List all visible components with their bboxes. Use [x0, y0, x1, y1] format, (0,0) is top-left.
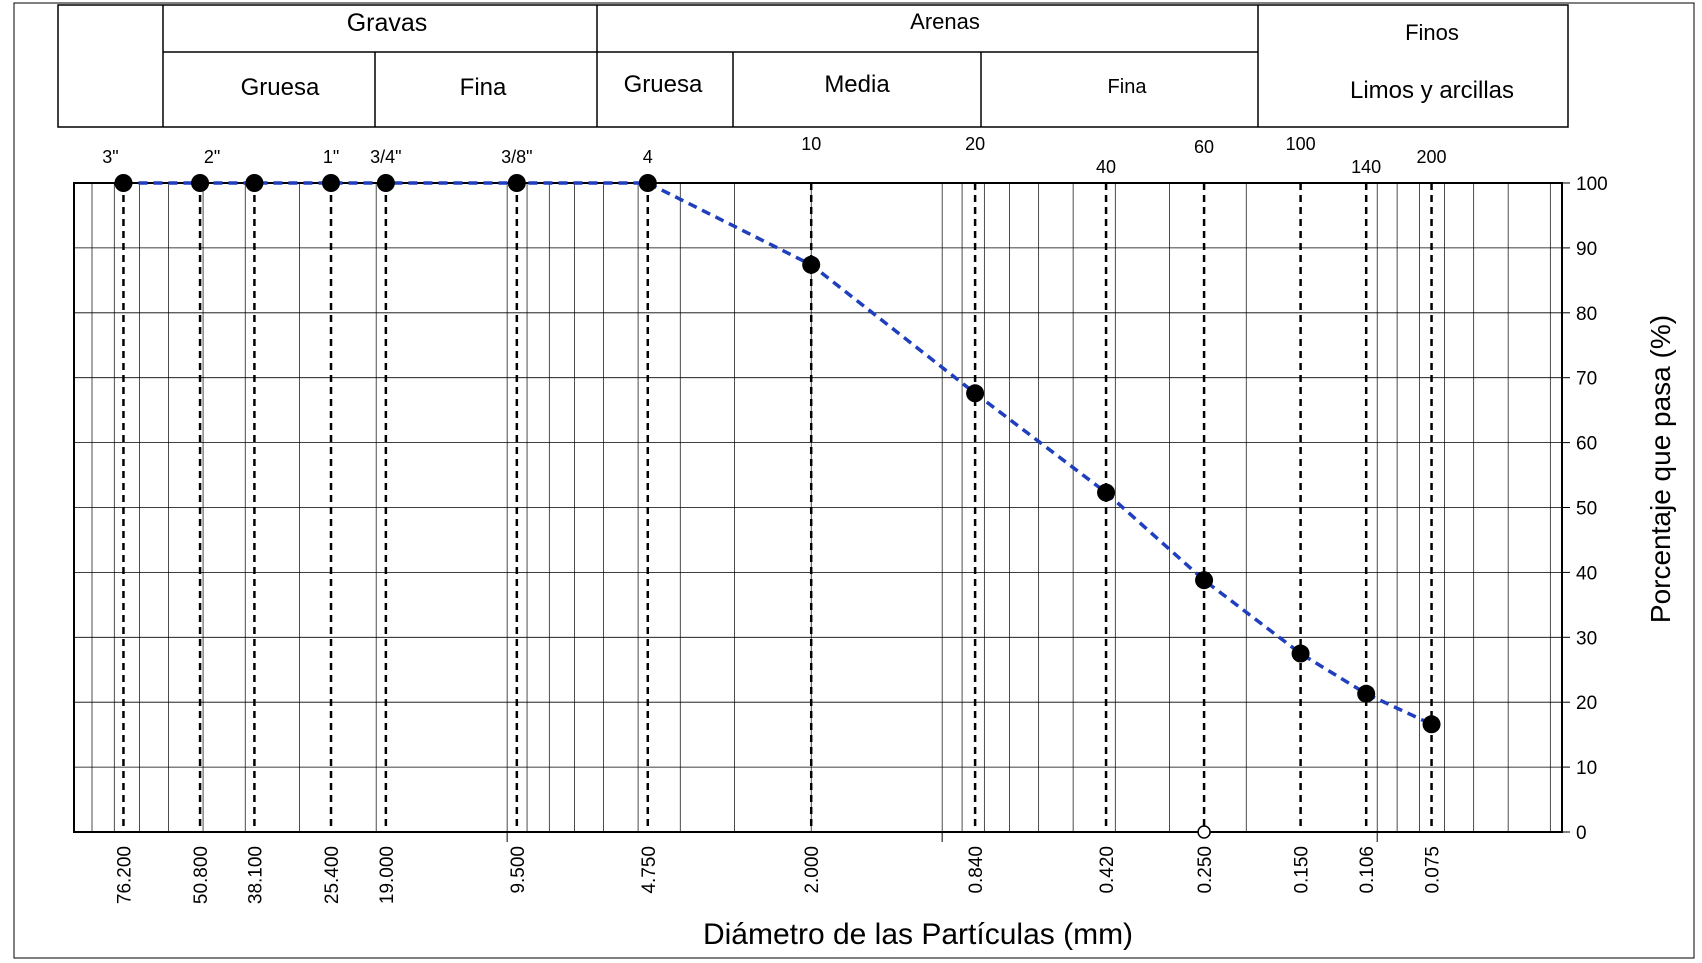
y-axis-ticks: 0 10 20 30 40 50 60 70 80 90 100	[1562, 174, 1608, 844]
y-tick-label: 20	[1576, 693, 1597, 714]
x-axis-title: Diámetro de las Partículas (mm)	[703, 918, 1133, 951]
data-point	[114, 174, 133, 192]
sieve-lines	[122, 183, 1433, 832]
x-tick-label: 50.800	[191, 846, 212, 904]
header-gravas-gruesa: Gruesa	[241, 74, 320, 101]
sieve-label: 60	[1194, 137, 1214, 157]
y-tick-label: 40	[1576, 563, 1597, 584]
x-axis-ticks: 76.200 50.800 38.100 25.400 19.000 9.500 4.750…	[114, 832, 1444, 904]
y-tick-label: 30	[1576, 628, 1597, 649]
y-tick-label: 70	[1576, 369, 1597, 390]
data-point	[1097, 483, 1116, 502]
x-tick-label: 38.100	[245, 846, 266, 904]
header-gravas-fina: Fina	[460, 74, 507, 101]
sieve-label: 140	[1351, 157, 1381, 177]
sieve-label: 20	[965, 134, 985, 154]
x-tick-label: 76.200	[114, 846, 135, 904]
data-point	[245, 174, 264, 192]
sieve-label: 200	[1417, 147, 1447, 167]
y-tick-label: 10	[1576, 758, 1597, 779]
data-point	[322, 174, 341, 192]
x-tick-label: 0.075	[1423, 846, 1444, 894]
y-axis-title: Porcentaje que pasa (%)	[1645, 315, 1676, 623]
sieve-label: 3"	[102, 147, 118, 167]
header-arenas-gruesa: Gruesa	[624, 71, 703, 98]
axis-marker	[1197, 825, 1211, 839]
sieve-label: 1"	[323, 147, 339, 167]
header-gravas: Gravas	[347, 9, 428, 37]
sieve-label: 3/4"	[370, 147, 401, 167]
x-tick-label: 9.500	[508, 846, 529, 894]
data-point	[1195, 571, 1214, 590]
sieve-labels: 3" 2" 1" 3/4" 3/8" 4 10 20 40 60 100 140 200	[102, 134, 1446, 177]
data-point	[1422, 715, 1441, 734]
sieve-label: 40	[1096, 157, 1116, 177]
data-point	[191, 174, 210, 192]
data-point	[507, 174, 526, 192]
y-tick-label: 100	[1576, 174, 1608, 195]
x-tick-label: 2.000	[802, 846, 823, 894]
x-tick-label: 0.250	[1195, 846, 1216, 894]
y-tick-label: 0	[1576, 823, 1587, 844]
data-point	[1291, 644, 1310, 663]
gradation-curve	[123, 181, 1433, 726]
x-tick-label: 0.150	[1292, 846, 1313, 894]
data-point	[1357, 684, 1376, 703]
y-tick-label: 80	[1576, 304, 1597, 325]
x-tick-label: 0.420	[1097, 846, 1118, 894]
classification-table	[57, 4, 1569, 128]
curve-line	[123, 181, 1433, 726]
y-tick-label: 90	[1576, 239, 1597, 260]
sieve-label: 4	[643, 147, 653, 167]
sieve-label: 10	[801, 134, 821, 154]
header-arenas: Arenas	[910, 9, 980, 34]
sieve-label: 2"	[204, 147, 220, 167]
data-point	[638, 174, 657, 192]
x-tick-label: 19.000	[377, 846, 398, 904]
header-finos-limos: Limos y arcillas	[1350, 77, 1514, 104]
data-points	[114, 174, 1441, 839]
header-arenas-media: Media	[824, 71, 890, 98]
y-tick-label: 50	[1576, 499, 1597, 520]
data-point	[802, 255, 821, 274]
x-tick-label: 4.750	[639, 846, 660, 894]
sieve-label: 3/8"	[501, 147, 532, 167]
data-point	[966, 384, 985, 403]
x-tick-label: 0.840	[966, 846, 987, 894]
horizontal-grid	[74, 182, 1562, 833]
data-point	[376, 174, 395, 192]
sieve-label: 100	[1286, 134, 1316, 154]
outer-border	[13, 2, 1695, 959]
header-arenas-fina: Fina	[1108, 76, 1148, 98]
x-tick-label: 25.400	[322, 846, 343, 904]
x-tick-label: 0.106	[1357, 846, 1378, 894]
header-finos: Finos	[1405, 20, 1459, 45]
y-tick-label: 60	[1576, 434, 1597, 455]
